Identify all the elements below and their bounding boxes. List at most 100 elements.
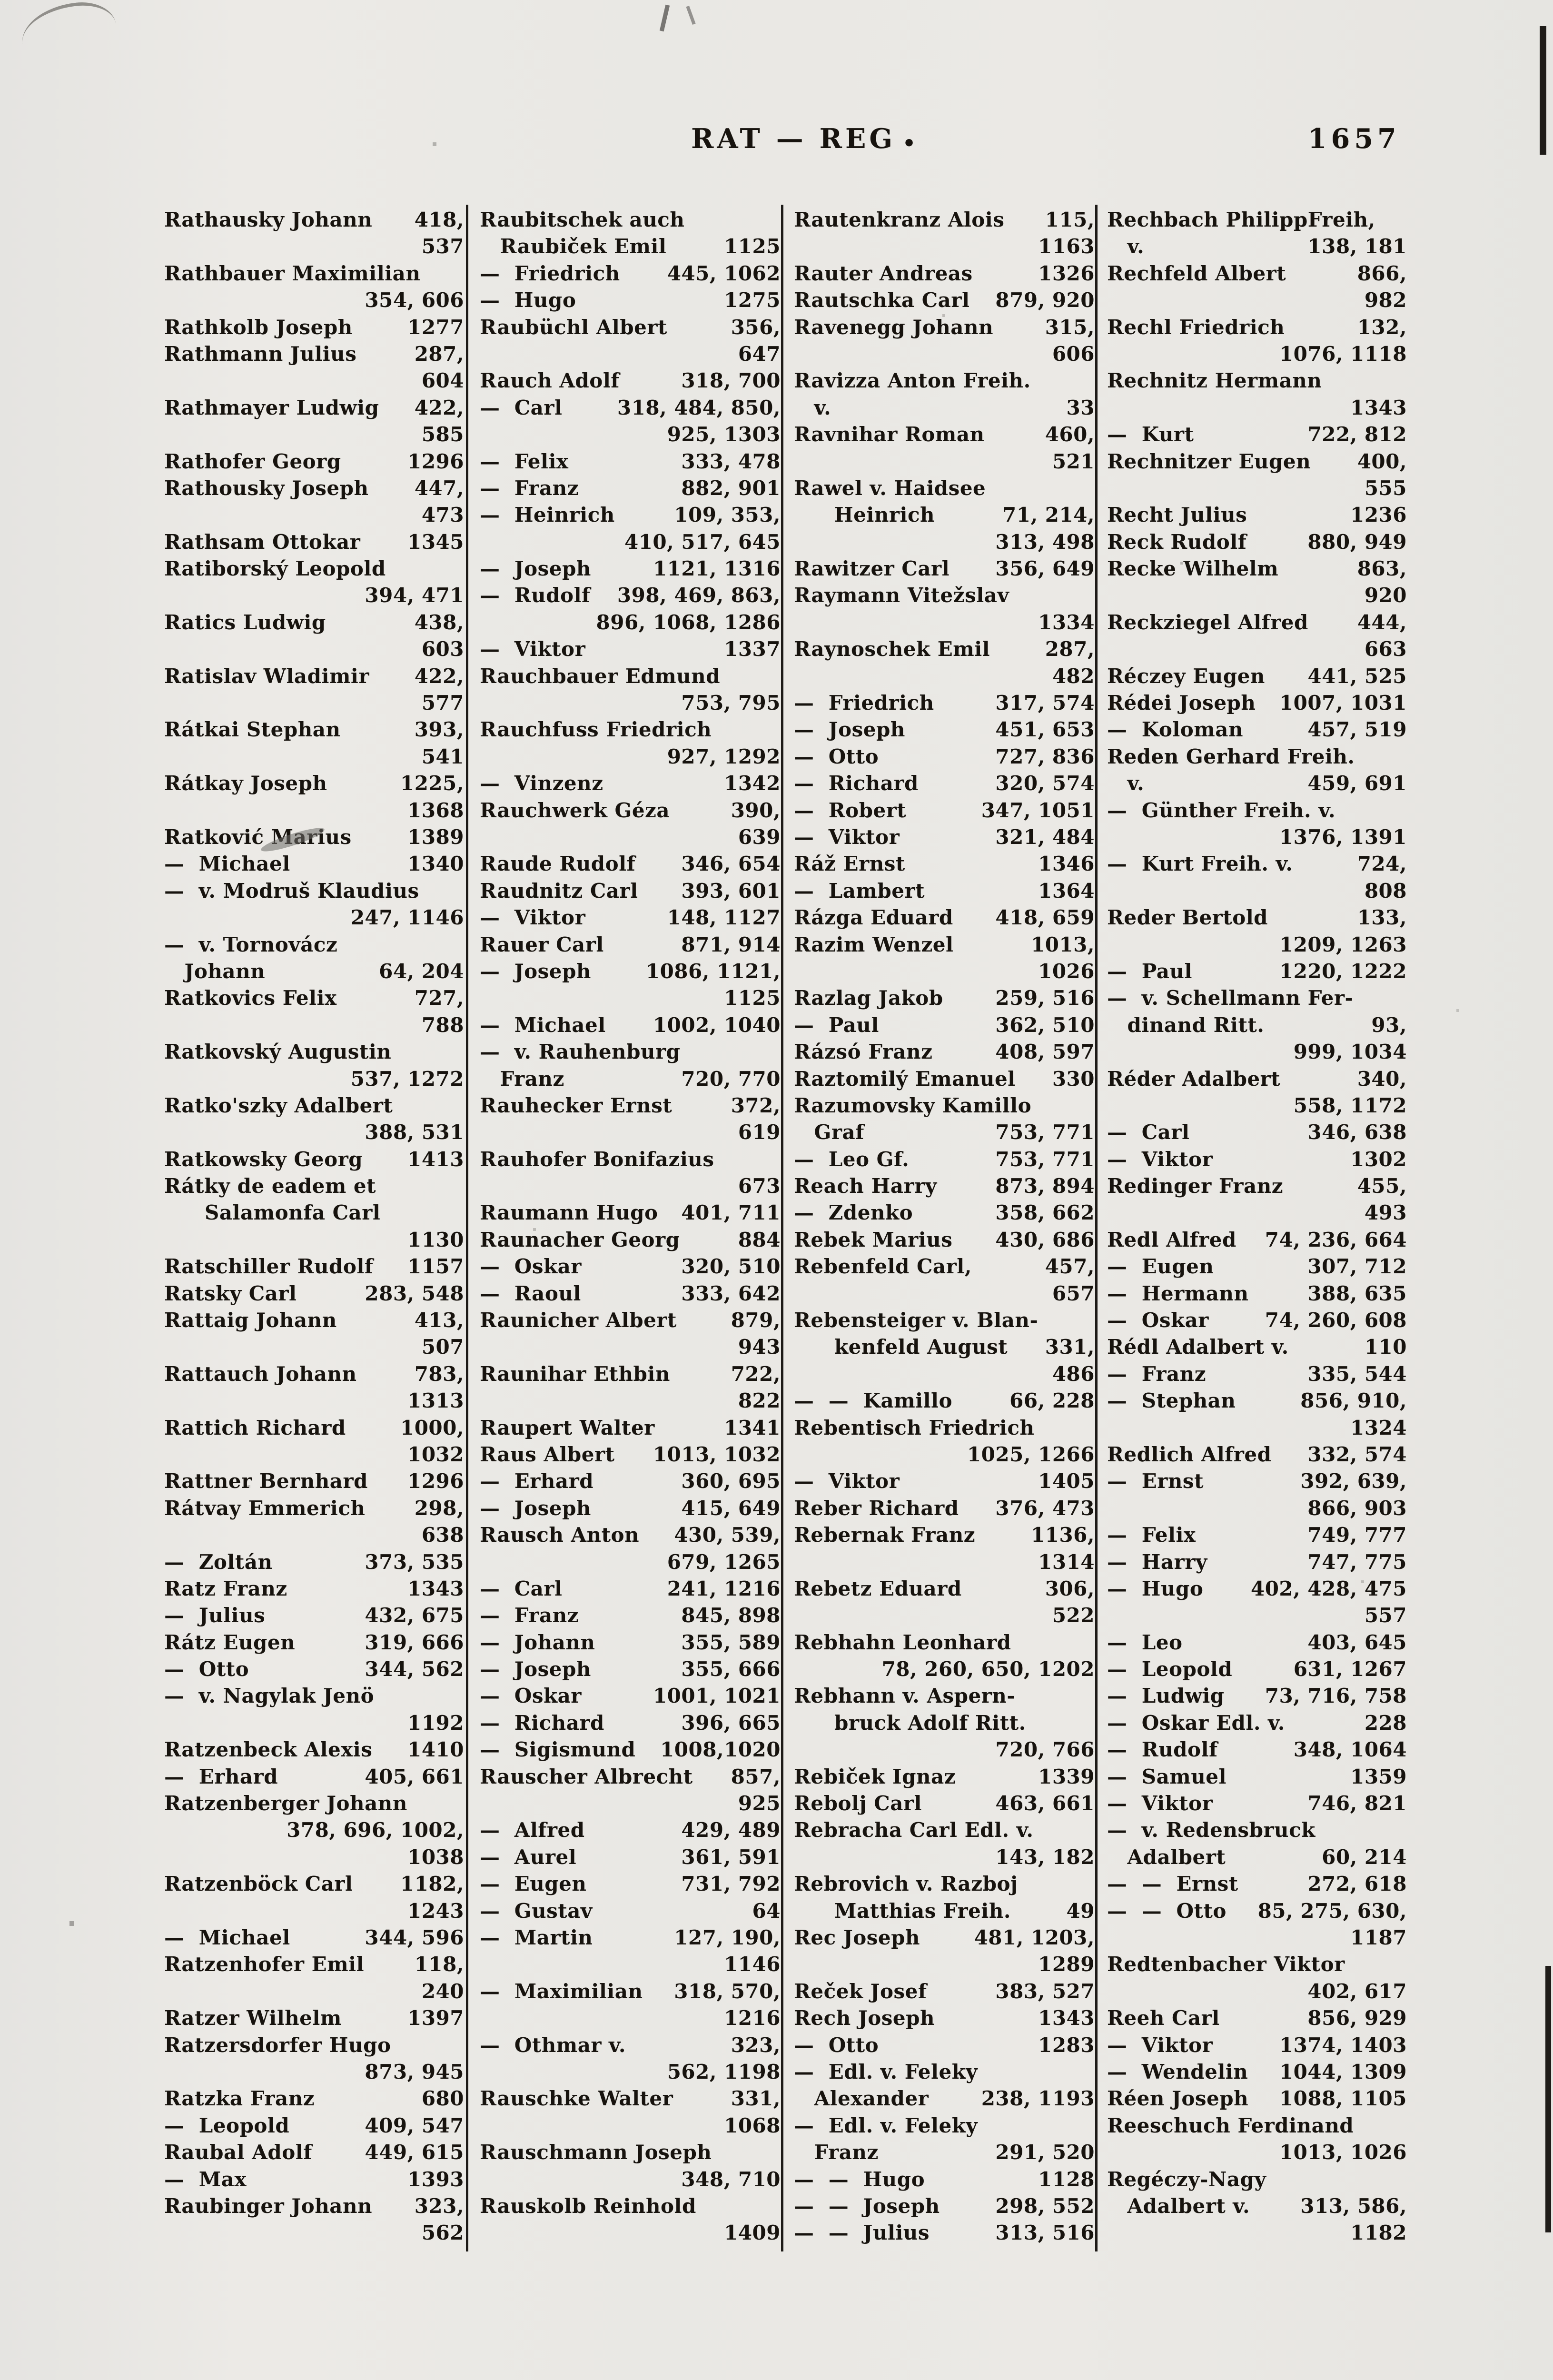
entry-pages: 346, 638 [1307,1121,1407,1144]
entry-pages: 1088, 1105 [1279,2087,1407,2111]
entry-pages: 638 [421,1523,464,1547]
entry-pages: 394, 471 [365,584,464,607]
entry-pages: 1359 [1350,1765,1407,1788]
index-line: 562, 1198 [480,2059,781,2085]
entry-pages: 344, 562 [365,1657,464,1681]
entry-name: Rebek Marius [794,1228,953,1251]
index-line: 1216 [480,2005,781,2032]
entry-pages: 1313 [407,1389,464,1413]
entry-name: Ravizza Anton Freih. [794,369,1031,393]
index-line: — Raoul 333, 642 [480,1280,781,1307]
entry-pages: 1002, 1040 [653,1013,781,1037]
entry-name: Rathausky Johann [164,208,373,231]
entry-pages: 493 [1364,1201,1407,1225]
index-line: 78, 260, 650, 1202 [794,1656,1095,1683]
entry-pages: 1007, 1031 [1279,691,1407,715]
index-line: 1026 [794,958,1095,985]
entry-name: Rátvay Emmerich [164,1496,366,1520]
index-line: Rauhofer Bonifazius [480,1146,781,1173]
index-line: — Leo Gf. 753, 771 [794,1146,1095,1173]
entry-name: Alexander [794,2087,929,2111]
entry-pages: 1326 [1038,261,1095,285]
index-line: 1025, 1266 [794,1441,1095,1468]
entry-pages: 1410 [407,1738,464,1762]
entry-pages: 1296 [407,449,464,473]
entry-name: Razim Wenzel [794,932,954,956]
index-line: — Hermann 388, 635 [1107,1280,1407,1307]
index-line: Rechbach PhilippFreih, [1107,207,1407,233]
entry-name: Rauchfuss Friedrich [480,718,712,742]
index-line: Rathmayer Ludwig 422, [164,395,464,421]
index-line: Ratzenberger Johann [164,1790,464,1817]
entry-pages: 392, 639, [1300,1469,1407,1493]
entry-name: — Eugen [1107,1255,1214,1279]
index-line: — Johann 355, 589 [480,1629,781,1656]
entry-name: — Eugen [480,1872,587,1896]
index-line: Rattaig Johann 413, [164,1307,464,1334]
entry-name: — Alfred [480,1818,585,1842]
index-line: 247, 1146 [164,904,464,931]
entry-pages: 606 [1052,342,1095,366]
entry-pages: 871, 914 [681,932,781,956]
index-line: — Friedrich 445, 1062 [480,260,781,287]
index-line: — Leopold 631, 1267 [1107,1656,1407,1683]
entry-pages: 1000, [400,1416,464,1439]
entry-pages: 1277 [407,315,464,339]
index-line: 1313 [164,1388,464,1414]
entry-pages: 1125 [724,235,781,258]
entry-name: Reder Bertold [1107,906,1268,930]
entry-pages: 1339 [1038,1765,1095,1788]
entry-pages: 943 [738,1335,781,1359]
entry-name: — Viktor [480,906,586,930]
entry-pages: 298, [414,1496,464,1520]
entry-pages: 330 [1052,1067,1095,1091]
entry-pages: 1163 [1038,235,1095,258]
index-line: 943 [480,1334,781,1360]
entry-pages: 1146 [724,1953,781,1976]
index-line: Rebrovich v. Razboj [794,1871,1095,1897]
index-line: 486 [794,1361,1095,1388]
index-line: 1038 [164,1844,464,1871]
entry-pages: 459, 691 [1307,772,1407,795]
entry-name: Reckziegel Alfred [1107,610,1308,634]
index-line: Raubal Adolf 449, 615 [164,2139,464,2166]
index-line: — Leopold 409, 547 [164,2112,464,2139]
index-line: — — Hugo 1128 [794,2166,1095,2193]
index-line: Regéczy-Nagy [1107,2166,1407,2193]
entry-name: — Viktor [1107,1147,1213,1171]
entry-pages: 1013, [1030,932,1095,956]
index-line: — Viktor 1337 [480,636,781,663]
entry-name: Rebensteiger v. Blan- [794,1309,1039,1332]
entry-pages: 920 [1364,584,1407,607]
index-line: Reckziegel Alfred 444, [1107,609,1407,636]
entry-name: Raupert Walter [480,1416,655,1439]
entry-pages: 403, 645 [1307,1630,1407,1654]
index-line: Raubiček Emil 1125 [480,233,781,260]
entry-name: — v. Redensbruck [1107,1818,1316,1842]
entry-name: — Martin [480,1926,593,1949]
index-line: — — Ernst 272, 618 [1107,1871,1407,1897]
index-line: — Stephan 856, 910, [1107,1388,1407,1414]
entry-name: Ratzenhofer Emil [164,1953,365,1976]
index-line: — Martin 127, 190, [480,1924,781,1951]
index-line: — Michael 1002, 1040 [480,1012,781,1039]
entry-name: Raudnitz Carl [480,879,638,902]
index-line: — — Julius 313, 516 [794,2220,1095,2246]
entry-name: Rech Joseph [794,2006,935,2030]
entry-name: Ratkovský Augustin [164,1040,392,1064]
index-line: 927, 1292 [480,744,781,770]
entry-name: Raubinger Johann [164,2194,373,2218]
entry-name: — Vinzenz [480,772,603,795]
ink-tick-artifact [686,6,696,25]
entry-name: — Carl [1107,1121,1190,1144]
entry-pages: 558, 1172 [1293,1093,1407,1117]
entry-name: Rebenfeld Carl, [794,1255,972,1279]
entry-pages: 1289 [1038,1953,1095,1976]
index-line: Réder Adalbert 340, [1107,1066,1407,1092]
entry-pages: 557 [1364,1604,1407,1627]
entry-name: Ratzenbeck Alexis [164,1738,373,1762]
entry-name: Rawitzer Carl [794,557,950,581]
index-line: — Oskar 320, 510 [480,1253,781,1280]
index-line: Reček Josef 383, 527 [794,1978,1095,2005]
entry-name: Raynoschek Emil [794,637,990,661]
